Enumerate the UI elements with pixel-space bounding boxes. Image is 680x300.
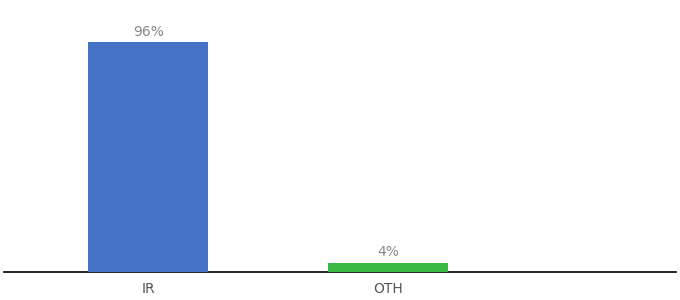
Bar [328, 262, 448, 272]
Text: 96%: 96% [133, 25, 163, 39]
Bar [88, 42, 208, 272]
Text: 4%: 4% [377, 245, 399, 259]
